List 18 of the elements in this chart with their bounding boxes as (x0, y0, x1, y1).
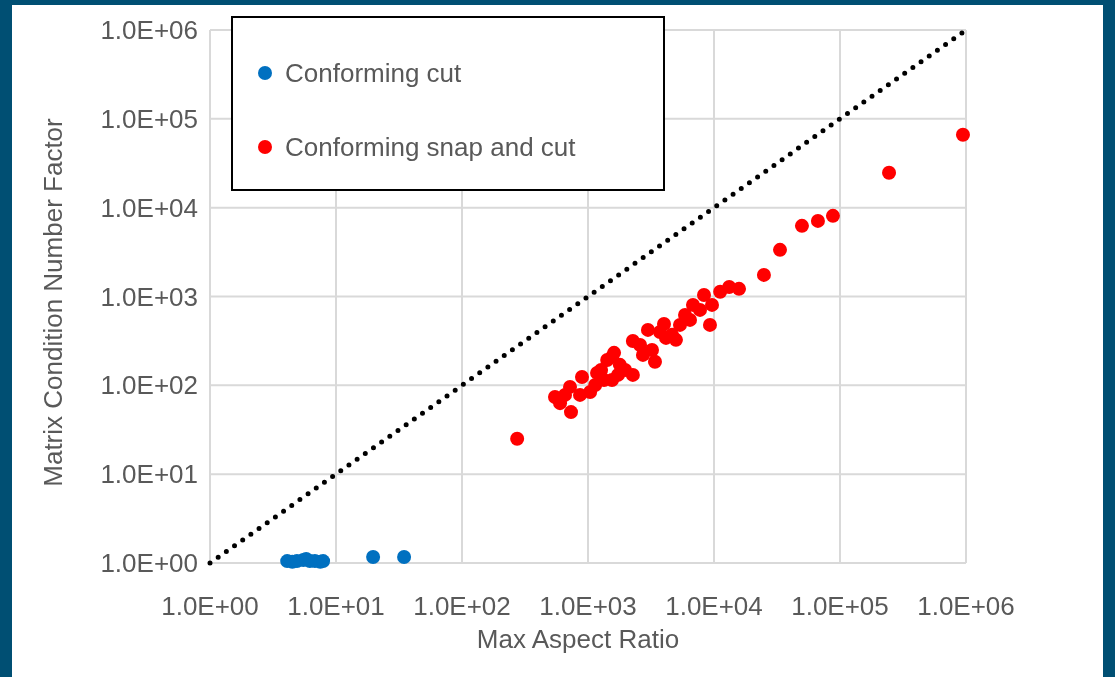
x-tick-label: 1.0E+04 (665, 591, 763, 621)
x-axis-title: Max Aspect Ratio (476, 624, 680, 654)
y-tick-label: 1.0E+00 (100, 548, 198, 578)
x-tick-label: 1.0E+02 (413, 591, 511, 621)
y-tick-label: 1.0E+04 (100, 192, 198, 223)
legend-label: Conforming cut (285, 58, 463, 88)
y-tick-label: 1.0E+05 (100, 103, 198, 134)
legend-label: Conforming snap and cut (285, 132, 577, 162)
y-tick-label: 1.0E+01 (100, 459, 198, 490)
x-tick-label: 1.0E+01 (287, 591, 385, 621)
x-tick-label: 1.0E+00 (161, 591, 259, 621)
y-tick-label: 1.0E+03 (100, 281, 198, 312)
y-tick-label: 1.0E+02 (100, 370, 198, 401)
x-tick-label: 1.0E+06 (917, 591, 1015, 621)
x-tick-label: 1.0E+05 (791, 591, 889, 621)
y-axis-title: Matrix Condition Number Factor (38, 117, 68, 487)
x-tick-label: 1.0E+03 (539, 591, 637, 621)
y-tick-label: 1.0E+06 (100, 15, 198, 45)
